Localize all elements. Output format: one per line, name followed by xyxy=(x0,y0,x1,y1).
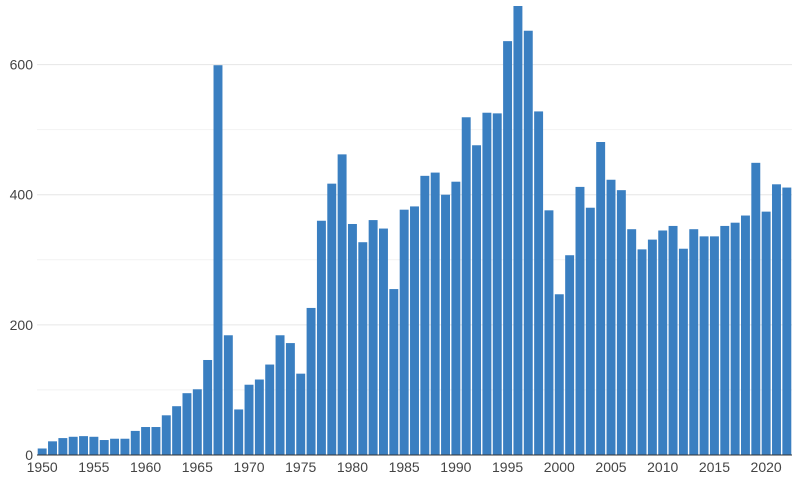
bar xyxy=(306,307,316,455)
bar xyxy=(213,65,223,455)
x-tick-label: 1960 xyxy=(130,459,161,475)
bar xyxy=(203,359,213,455)
bar xyxy=(89,436,99,455)
bar xyxy=(513,6,523,455)
bar xyxy=(492,113,502,456)
x-tick-label: 2020 xyxy=(751,459,782,475)
bar xyxy=(327,183,337,455)
bar xyxy=(161,415,171,455)
bar xyxy=(48,441,57,455)
bar xyxy=(110,438,120,455)
bar xyxy=(316,220,326,455)
bar xyxy=(627,229,637,455)
x-tick-label: 1975 xyxy=(285,459,316,475)
bar xyxy=(430,172,440,455)
bar xyxy=(192,389,202,455)
y-tick-label: 200 xyxy=(10,317,34,333)
x-tick-labels: 1950 1955 1960 1965 1970 1975 1980 1985 1990 1995… xyxy=(27,459,782,475)
bar xyxy=(244,384,254,455)
bar xyxy=(347,223,357,455)
bar xyxy=(772,184,781,456)
bar xyxy=(709,236,719,455)
y-tick-label: 0 xyxy=(25,447,33,463)
x-tick-label: 1995 xyxy=(492,459,523,475)
bar xyxy=(265,364,275,455)
bar xyxy=(461,117,471,456)
bar xyxy=(740,215,750,455)
bar xyxy=(637,249,647,455)
bar xyxy=(368,220,378,455)
bar xyxy=(699,236,709,455)
x-tick-label: 1965 xyxy=(182,459,213,475)
bar xyxy=(151,427,161,455)
bar xyxy=(647,239,657,455)
y-tick-label: 400 xyxy=(10,187,34,203)
x-tick-label: 2005 xyxy=(595,459,626,475)
bar xyxy=(79,436,89,455)
bar xyxy=(606,179,616,456)
bar xyxy=(544,210,554,455)
bar xyxy=(182,393,192,455)
bar xyxy=(234,409,244,455)
x-tick-label: 1985 xyxy=(389,459,420,475)
bar xyxy=(68,436,78,455)
bar xyxy=(58,438,68,455)
bar xyxy=(575,186,585,455)
x-tick-label: 1990 xyxy=(440,459,471,475)
bar xyxy=(761,211,771,455)
bar xyxy=(782,187,792,456)
bar xyxy=(689,229,699,455)
x-tick-label: 2000 xyxy=(544,459,575,475)
bar xyxy=(472,145,482,455)
bar xyxy=(296,373,306,455)
bar xyxy=(399,209,409,455)
x-tick-label: 1950 xyxy=(27,459,58,475)
bar xyxy=(730,222,740,455)
y-tick-labels: 0 200 400 600 xyxy=(10,57,34,463)
bar xyxy=(275,335,285,455)
bar xyxy=(141,427,151,455)
bar xyxy=(668,225,678,455)
bar xyxy=(596,142,606,455)
bar xyxy=(678,248,688,455)
bar xyxy=(410,206,419,455)
bar xyxy=(285,343,295,455)
bar xyxy=(616,190,626,455)
bar xyxy=(254,379,264,455)
bar xyxy=(379,228,388,455)
bar xyxy=(337,154,347,455)
bar xyxy=(120,438,130,455)
bar xyxy=(585,207,595,455)
x-tick-label: 1970 xyxy=(233,459,264,475)
x-tick-label: 2010 xyxy=(647,459,678,475)
x-tick-label: 1980 xyxy=(337,459,368,475)
bar xyxy=(37,448,47,455)
bar xyxy=(720,225,730,455)
bar xyxy=(565,255,575,455)
bars xyxy=(37,6,792,456)
bar xyxy=(482,112,492,455)
bar xyxy=(751,162,761,455)
bar xyxy=(523,30,533,455)
bar xyxy=(99,440,109,455)
bar xyxy=(441,194,450,455)
bar xyxy=(130,430,140,455)
bar xyxy=(389,289,399,455)
x-tick-label: 1955 xyxy=(78,459,109,475)
x-tick-label: 2015 xyxy=(699,459,730,475)
bar xyxy=(534,111,544,456)
y-tick-label: 600 xyxy=(10,57,34,73)
bar xyxy=(172,406,182,455)
bar xyxy=(658,230,668,455)
bar xyxy=(420,175,430,455)
bar xyxy=(503,41,513,455)
bar xyxy=(451,181,461,455)
bar xyxy=(358,242,368,455)
bar xyxy=(554,294,564,455)
bar xyxy=(223,335,233,455)
